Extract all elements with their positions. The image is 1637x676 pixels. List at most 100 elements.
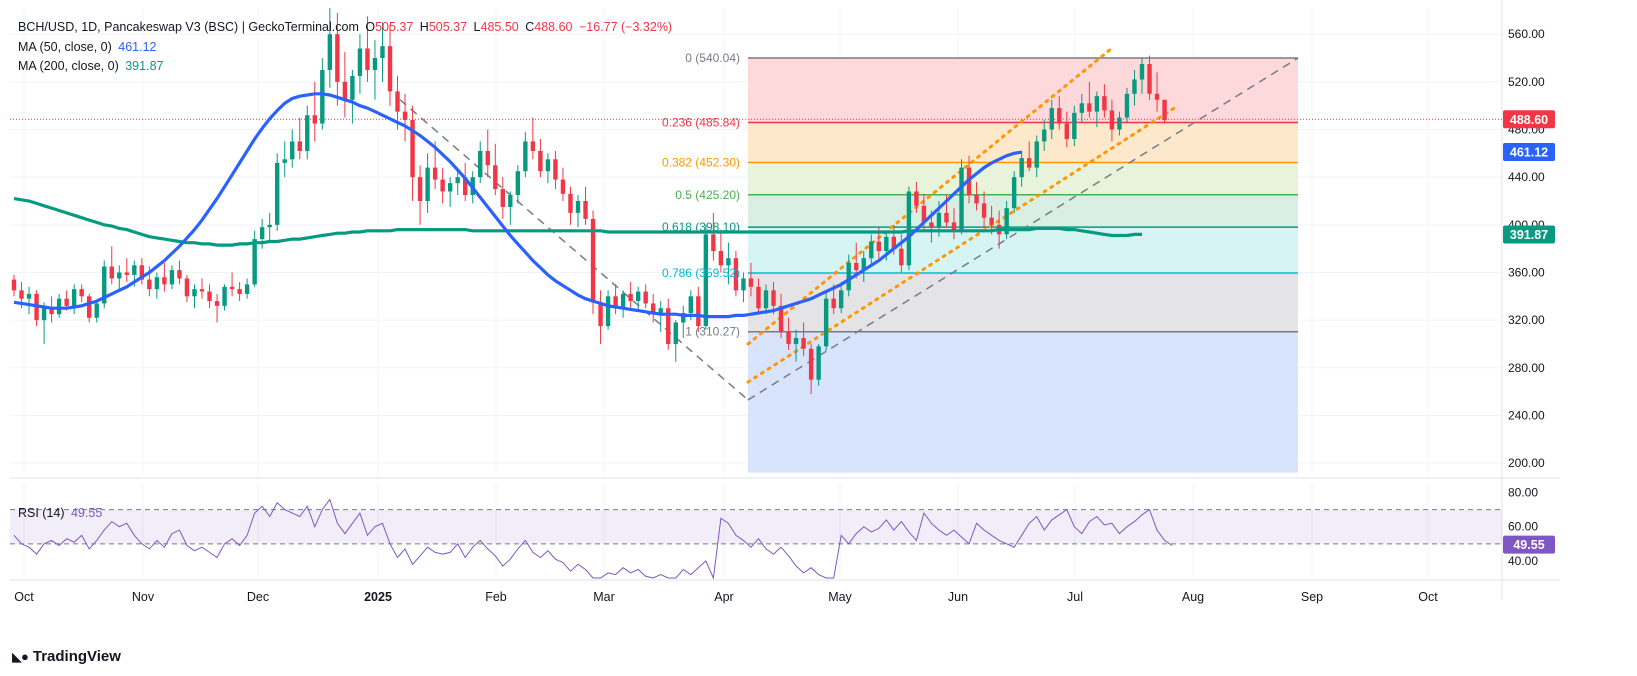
candle-body xyxy=(41,308,47,321)
candle-body xyxy=(914,191,919,206)
candle-body xyxy=(846,262,851,291)
candle-body xyxy=(711,234,716,252)
candle-body xyxy=(1011,177,1017,209)
candle-body xyxy=(26,293,32,299)
candle-body xyxy=(733,258,739,291)
fibonacci-labels: 0 (540.04) 0.236 (485.84) 0.382 (452.30) 0.… xyxy=(662,51,740,339)
candle-body xyxy=(1162,99,1167,120)
candle-body xyxy=(823,298,829,347)
candle-body xyxy=(395,91,400,112)
fibonacci-retracement[interactable] xyxy=(748,57,1298,473)
candle-body xyxy=(259,227,265,240)
candle-body xyxy=(703,234,709,327)
fib-label-0: 0 (540.04) xyxy=(685,51,740,65)
time-tick-label: Nov xyxy=(132,590,155,604)
symbol-legend[interactable]: BCH/USD, 1D, Pancakeswap V3 (BSC) | Geck… xyxy=(18,20,675,34)
rsi-tick-label: 40.00 xyxy=(1508,554,1538,568)
candle-body xyxy=(1132,79,1137,94)
candle-body xyxy=(1102,96,1107,111)
price-tick-label: 520.00 xyxy=(1508,75,1545,89)
fib-zone-0.618 xyxy=(748,227,1298,274)
candle-body xyxy=(643,291,648,304)
candle-body xyxy=(485,150,490,166)
candle-body xyxy=(651,303,656,313)
candle-body xyxy=(1117,117,1122,130)
candle-body xyxy=(590,218,596,303)
candle-body xyxy=(139,265,145,280)
candle-body xyxy=(275,162,280,225)
fib-zone-0.5 xyxy=(748,194,1298,228)
channel-upper xyxy=(746,48,1112,346)
ma200-legend[interactable]: MA (200, close, 0) 391.87 xyxy=(18,59,166,73)
candle-body xyxy=(11,279,17,291)
ma50-legend[interactable]: MA (50, close, 0) 461.12 xyxy=(18,40,160,54)
candle-body xyxy=(696,296,701,327)
rsi-badge-text: 49.55 xyxy=(1513,538,1544,552)
candle-body xyxy=(199,289,205,292)
candle-body xyxy=(1019,158,1024,178)
time-tick-label: Sep xyxy=(1301,590,1323,604)
candle-body xyxy=(778,305,784,333)
candle-body xyxy=(500,189,505,207)
candle-body xyxy=(530,141,536,151)
rsi-badge-bg xyxy=(1503,535,1555,554)
price-badge-text: 391.87 xyxy=(1510,228,1548,242)
candle-body xyxy=(515,171,521,196)
candle-body xyxy=(410,119,415,178)
candle-body xyxy=(327,34,333,70)
candle-body xyxy=(1094,96,1100,112)
candle-body xyxy=(297,141,302,151)
candle-body xyxy=(380,46,385,59)
price-badges: 488.60 461.12 391.87 49.55 xyxy=(1503,110,1555,554)
low-label: L xyxy=(473,20,481,34)
candle-body xyxy=(628,293,633,302)
rsi-legend[interactable]: RSI (14) 49.55 xyxy=(18,506,105,520)
price-badge-bg xyxy=(1503,225,1555,244)
candle-body xyxy=(801,337,806,349)
price-axis[interactable]: 560.00520.00480.00440.00400.00360.00320.… xyxy=(1508,27,1545,568)
candle-body xyxy=(1087,103,1092,112)
candle-body xyxy=(974,195,979,204)
candle-body xyxy=(335,34,340,82)
candle-body xyxy=(793,337,799,344)
change-value: −16.77 (−3.32%) xyxy=(578,20,673,34)
candle-body xyxy=(357,48,363,76)
time-tick-label: Oct xyxy=(1418,590,1438,604)
time-tick-label: Dec xyxy=(247,590,269,604)
fib-label-0.236: 0.236 (485.84) xyxy=(662,116,740,130)
candle-body xyxy=(282,159,287,163)
candle-body xyxy=(861,258,866,271)
price-badge-bg xyxy=(1503,110,1555,129)
candle-body xyxy=(944,212,949,223)
candle-body xyxy=(1154,93,1160,100)
ma200-line[interactable] xyxy=(13,197,1142,247)
fib-zone-0.786 xyxy=(748,273,1298,332)
tradingview-logo[interactable]: ◣● TradingView xyxy=(12,648,121,665)
candle-body xyxy=(19,290,24,299)
close-label: C xyxy=(525,20,535,34)
candle-body xyxy=(816,346,821,380)
candle-body xyxy=(553,159,558,180)
ma50-line[interactable] xyxy=(13,92,1022,319)
open-value: 505.37 xyxy=(375,20,414,34)
candle-body xyxy=(989,217,994,225)
candle-body xyxy=(936,212,942,228)
candle-body xyxy=(447,183,453,192)
candle-body xyxy=(463,177,468,196)
candle-body xyxy=(748,278,754,287)
price-tick-label: 440.00 xyxy=(1508,170,1545,184)
price-tick-label: 360.00 xyxy=(1508,265,1545,279)
rsi-tick-label: 60.00 xyxy=(1508,520,1538,534)
candle-body xyxy=(951,222,957,231)
candle-body xyxy=(869,241,874,259)
candle-body xyxy=(981,203,987,218)
candle-body xyxy=(538,150,543,172)
time-axis[interactable]: Oct Nov Dec 2025 Feb Mar Apr May Jun Jul Aug Sep Oct xyxy=(14,590,1438,604)
candle-body xyxy=(1049,108,1054,130)
price-tick-label: 320.00 xyxy=(1508,313,1545,327)
candle-body xyxy=(756,286,761,309)
candle-body xyxy=(613,296,618,309)
candle-body xyxy=(417,177,423,201)
candle-body xyxy=(1147,63,1152,94)
